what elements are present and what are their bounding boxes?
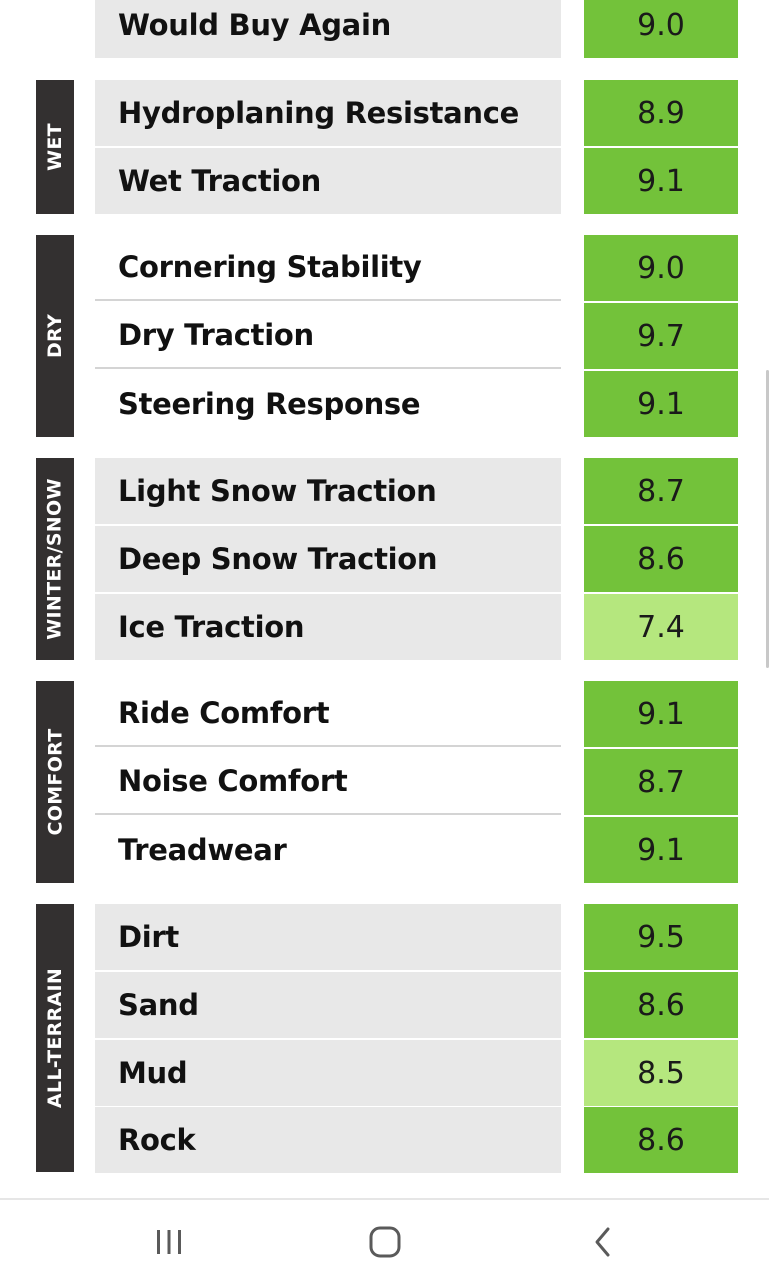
rating-score: 8.7 [584, 458, 738, 524]
rating-score: 9.0 [584, 235, 738, 301]
rating-row-sand: Sand 8.6 [0, 972, 769, 1038]
rating-label: Light Snow Traction [95, 458, 561, 524]
system-nav-bar [0, 1198, 769, 1279]
rating-score: 9.0 [584, 0, 738, 58]
rating-score: 8.7 [584, 749, 738, 815]
rating-label: Mud [95, 1040, 561, 1106]
rating-score: 9.1 [584, 148, 738, 214]
rating-score: 8.6 [584, 526, 738, 592]
rating-label: Deep Snow Traction [95, 526, 561, 592]
category-all-terrain: ALL-TERRAIN [36, 904, 74, 1172]
rating-row-steering-response: Steering Response 9.1 [0, 371, 769, 437]
recent-apps-icon [157, 1230, 181, 1254]
rating-score: 8.6 [584, 972, 738, 1038]
rating-label: Sand [95, 972, 561, 1038]
rating-score: 9.5 [584, 904, 738, 970]
rating-label: Rock [95, 1107, 561, 1173]
category-wet: WET [36, 80, 74, 214]
rating-row-deep-snow-traction: Deep Snow Traction 8.6 [0, 526, 769, 592]
rating-label: Wet Traction [95, 148, 561, 214]
rating-row-rock: Rock 8.6 [0, 1107, 769, 1173]
rating-label: Ride Comfort [95, 681, 561, 747]
rating-label: Noise Comfort [95, 749, 561, 815]
rating-score: 8.6 [584, 1107, 738, 1173]
rating-score: 9.1 [584, 371, 738, 437]
rating-row-dry-traction: Dry Traction 9.7 [0, 303, 769, 369]
rating-row-would-buy-again: Would Buy Again 9.0 [0, 0, 769, 58]
rating-label: Dry Traction [95, 303, 561, 369]
category-winter-snow: WINTER/SNOW [36, 458, 74, 660]
rating-score: 9.1 [584, 681, 738, 747]
rating-label: Dirt [95, 904, 561, 970]
recent-apps-button[interactable] [147, 1220, 191, 1264]
rating-label: Steering Response [95, 371, 561, 437]
rating-row-hydroplaning-resistance: Hydroplaning Resistance 8.9 [0, 80, 769, 146]
ratings-table: Would Buy Again 9.0 WET Hydroplaning Res… [0, 0, 769, 1173]
rating-score: 9.1 [584, 817, 738, 883]
rating-score: 9.7 [584, 303, 738, 369]
rating-row-treadwear: Treadwear 9.1 [0, 817, 769, 883]
rating-row-ice-traction: Ice Traction 7.4 [0, 594, 769, 660]
rating-label: Hydroplaning Resistance [95, 80, 561, 146]
rating-label: Treadwear [95, 817, 561, 883]
rating-score: 8.9 [584, 80, 738, 146]
category-dry: DRY [36, 235, 74, 437]
back-button[interactable] [581, 1220, 625, 1264]
rating-row-noise-comfort: Noise Comfort 8.7 [0, 749, 769, 815]
rating-row-light-snow-traction: Light Snow Traction 8.7 [0, 458, 769, 524]
rating-label: Ice Traction [95, 594, 561, 660]
category-comfort: COMFORT [36, 681, 74, 883]
rating-row-wet-traction: Wet Traction 9.1 [0, 148, 769, 214]
scrollbar[interactable] [766, 370, 769, 668]
rating-label: Would Buy Again [95, 0, 561, 58]
home-icon [369, 1226, 401, 1258]
rating-row-dirt: Dirt 9.5 [0, 904, 769, 970]
rating-row-cornering-stability: Cornering Stability 9.0 [0, 235, 769, 301]
rating-score: 7.4 [584, 594, 738, 660]
rating-row-mud: Mud 8.5 [0, 1040, 769, 1106]
rating-label: Cornering Stability [95, 235, 561, 301]
home-button[interactable] [363, 1220, 407, 1264]
rating-score: 8.5 [584, 1040, 738, 1106]
back-icon [595, 1227, 610, 1257]
rating-row-ride-comfort: Ride Comfort 9.1 [0, 681, 769, 747]
